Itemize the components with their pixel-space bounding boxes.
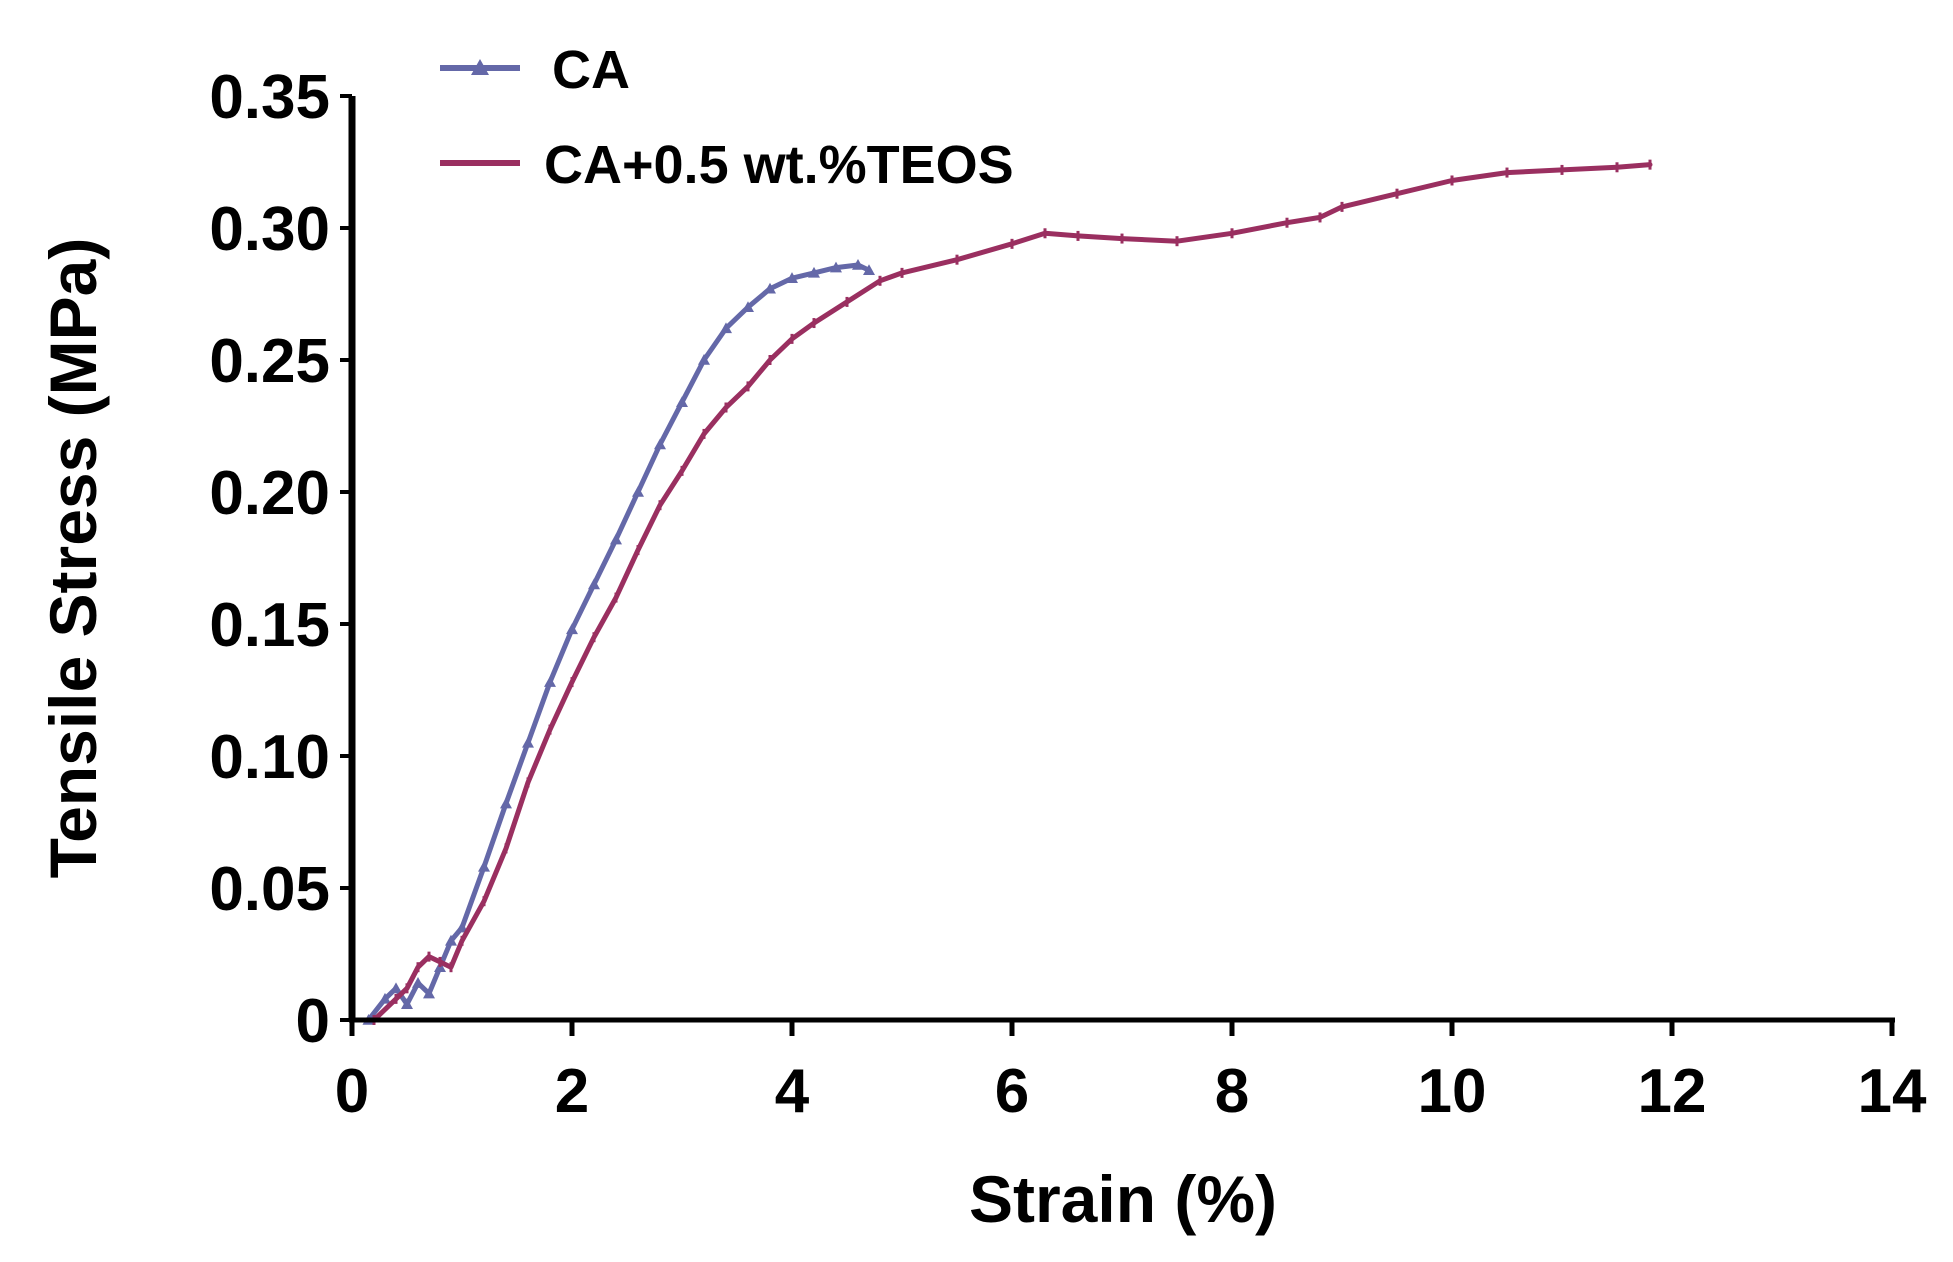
series-line bbox=[371, 162, 1653, 1023]
x-tick-label: 8 bbox=[1215, 1057, 1249, 1126]
data-point bbox=[720, 322, 732, 334]
series-line bbox=[366, 262, 872, 1023]
data-point bbox=[610, 533, 622, 545]
data-point bbox=[544, 676, 556, 687]
data-point bbox=[379, 992, 391, 1004]
data-point bbox=[764, 282, 776, 294]
data-point bbox=[698, 354, 710, 365]
y-tick-label: 0.20 bbox=[209, 459, 330, 528]
data-point bbox=[412, 977, 424, 988]
data-point bbox=[852, 258, 864, 270]
data-point bbox=[500, 797, 512, 809]
series-2 bbox=[371, 159, 1653, 1025]
x-tick-label: 2 bbox=[555, 1057, 589, 1126]
y-tick-label: 0.30 bbox=[209, 195, 330, 264]
data-point bbox=[588, 578, 600, 590]
data-point bbox=[456, 921, 468, 933]
y-axis-title: Tensile Stress (MPa) bbox=[36, 238, 110, 879]
data-point bbox=[654, 438, 666, 450]
x-tick-label: 12 bbox=[1638, 1057, 1707, 1126]
data-point bbox=[808, 266, 820, 278]
data-point bbox=[445, 934, 457, 946]
data-point bbox=[478, 860, 490, 872]
series-1 bbox=[362, 258, 875, 1025]
legend-entry: CA bbox=[440, 40, 630, 100]
data-point bbox=[390, 982, 402, 994]
data-point bbox=[830, 261, 842, 273]
data-point bbox=[676, 396, 688, 408]
y-tick-label: 0.15 bbox=[209, 591, 330, 660]
x-tick-label: 10 bbox=[1418, 1057, 1487, 1126]
data-point bbox=[786, 272, 798, 283]
plot-area bbox=[362, 159, 1653, 1025]
x-tick-label: 6 bbox=[995, 1057, 1029, 1126]
y-tick-label: 0.35 bbox=[209, 63, 330, 132]
data-point bbox=[863, 264, 875, 276]
data-point bbox=[566, 623, 578, 635]
y-tick-label: 0.25 bbox=[209, 327, 330, 396]
data-point bbox=[522, 736, 534, 748]
x-tick-label: 14 bbox=[1858, 1057, 1927, 1126]
data-point bbox=[423, 987, 435, 999]
y-tick-label: 0.10 bbox=[209, 723, 330, 792]
y-axis-ticks: 0 0.05 0.10 0.15 0.20 0.25 0.30 0.35 bbox=[209, 63, 352, 1056]
legend-marker bbox=[471, 59, 489, 75]
x-tick-label: 4 bbox=[775, 1057, 810, 1126]
y-tick-label: 0 bbox=[296, 987, 330, 1056]
x-axis-title: Strain (%) bbox=[969, 1162, 1277, 1236]
data-point bbox=[632, 486, 644, 497]
data-point bbox=[742, 301, 754, 312]
legend: CA CA+0.5 wt.%TEOS bbox=[440, 40, 1014, 195]
data-point bbox=[401, 998, 413, 1009]
x-axis-ticks: 0 2 4 6 8 10 12 14 bbox=[335, 1020, 1927, 1126]
legend-entry: CA+0.5 wt.%TEOS bbox=[440, 135, 1014, 195]
legend-label: CA+0.5 wt.%TEOS bbox=[544, 135, 1014, 195]
y-tick-label: 0.05 bbox=[209, 855, 330, 924]
axes bbox=[348, 96, 1895, 1023]
legend-label: CA bbox=[552, 40, 630, 100]
x-tick-label: 0 bbox=[335, 1057, 369, 1126]
